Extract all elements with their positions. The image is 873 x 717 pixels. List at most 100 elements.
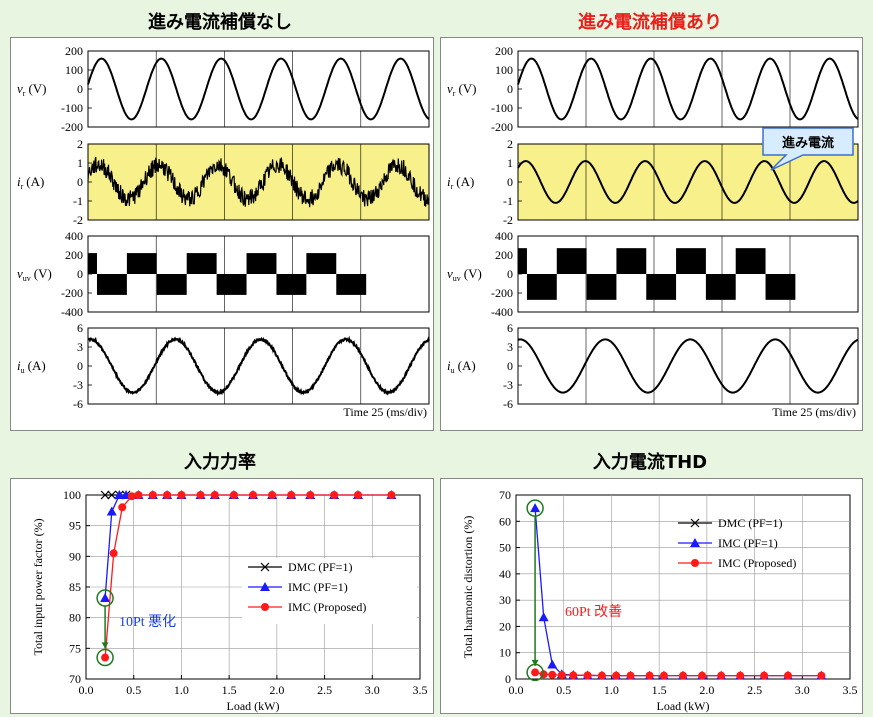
pwm-block (126, 253, 157, 274)
triangle-marker (106, 506, 117, 516)
thd-chart: 0.0 0.5 1.0 1.5 2.0 2.5 3.0 3.5 0 10 20 30 40 50 60 70 L… (461, 488, 858, 713)
x-tick-label: 0.0 (509, 683, 524, 697)
pwm-waveform (88, 253, 367, 295)
waveform-row-iu: 6 3 0 -3 -6 iu (A) (447, 321, 859, 411)
x-marker (107, 490, 117, 500)
x-tick-label: 1.5 (652, 683, 667, 697)
annotation: 60Pt 改善 (526, 499, 622, 682)
waveform-panel-left: 200 100 0 -100 -200 vr (V) 2 1 0 -1 -2 ir (A) 400 200 0 -… (10, 37, 434, 431)
tick-label: 200 (65, 248, 83, 262)
tick-label: 1 (507, 156, 513, 170)
tick-label: 0 (77, 175, 83, 189)
circle-marker (101, 653, 110, 662)
highlight-circle (96, 648, 114, 667)
triangle-marker (530, 503, 541, 513)
triangle-marker (547, 659, 558, 669)
waveform-row-vuv: 400 200 0 -200 -400 vuv (V) (17, 229, 430, 319)
waveform-panel-right: 200 100 0 -100 -200 vr (V) 2 1 0 -1 -2 ir (A) 400 200 0 -… (440, 37, 863, 431)
circle-marker (210, 491, 219, 499)
tick-label: 0 (507, 175, 513, 189)
circle-marker (645, 671, 654, 680)
tick-label: -400 (61, 305, 83, 319)
pwm-block (216, 274, 247, 295)
tick-label: -1 (73, 194, 83, 208)
pwm-block (616, 248, 647, 274)
y-tick-label: 0 (505, 672, 511, 686)
axis-label: vuv (V) (17, 266, 52, 283)
series-2 (101, 491, 396, 662)
circle-marker (118, 503, 127, 512)
legend-box (242, 558, 417, 624)
circle-marker (387, 491, 396, 499)
x-marker (260, 562, 270, 572)
legend-label: IMC (PF=1) (718, 536, 778, 550)
tick-label: 200 (495, 44, 513, 58)
circle-marker (698, 671, 707, 680)
x-tick-label: 0.5 (126, 683, 141, 697)
arrow-head (531, 659, 539, 666)
circle-marker (109, 549, 118, 558)
time-scale-label: Time 25 (ms/div) (343, 405, 427, 419)
waveform-plot-left: 200 100 0 -100 -200 vr (V) 2 1 0 -1 -2 ir (A) 400 200 0 -… (17, 44, 430, 419)
y-tick-label: 40 (499, 567, 511, 581)
pwm-block (306, 253, 337, 274)
y-tick-label: 80 (69, 611, 81, 625)
triangle-marker (114, 490, 125, 499)
tick-label: -100 (61, 101, 83, 115)
tick-label: -2 (503, 213, 513, 227)
circle-marker (353, 491, 362, 499)
circle-marker (659, 671, 668, 680)
pf-chart-panel: 0.0 0.5 1.0 1.5 2.0 2.5 3.0 3.5 70 75 80 85 90 95 100 L… (10, 478, 434, 714)
x-tick-label: 2.0 (699, 683, 714, 697)
circle-marker (287, 491, 296, 499)
x-tick-label: 0.5 (556, 683, 571, 697)
pwm-waveform (518, 248, 796, 300)
tick-label: 3 (507, 340, 513, 354)
tick-label: 1 (77, 156, 83, 170)
tick-label: 200 (65, 44, 83, 58)
circle-marker (597, 671, 606, 680)
pwm-block (646, 274, 677, 300)
tick-label: -6 (503, 397, 513, 411)
plot-frame (517, 50, 859, 128)
tick-label: 100 (65, 63, 83, 77)
x-marker (690, 518, 700, 528)
waveform-trace (87, 57, 430, 121)
legend-label: DMC (PF=1) (288, 560, 352, 574)
waveform-trace (517, 338, 859, 394)
legend-label: DMC (PF=1) (718, 516, 782, 530)
circle-marker (261, 603, 269, 611)
waveform-trace (517, 160, 859, 204)
y-axis-label: Total input power factor (%) (31, 518, 45, 655)
circle-marker (330, 491, 339, 499)
axis-label: ir (A) (447, 174, 474, 191)
pwm-block (518, 248, 527, 274)
tick-label: -3 (73, 378, 83, 392)
time-scale-label: Time 25 (ms/div) (772, 405, 856, 419)
highlight-band (518, 144, 858, 220)
tick-label: 3 (77, 340, 83, 354)
tick-label: 6 (507, 321, 513, 335)
circle-marker (134, 491, 143, 499)
pwm-block (586, 274, 617, 300)
y-tick-label: 70 (69, 672, 81, 686)
circle-marker (196, 491, 205, 499)
circle-marker (229, 491, 238, 499)
pwm-block (556, 248, 587, 274)
y-tick-label: 85 (69, 580, 81, 594)
axis-label: iu (A) (17, 358, 46, 375)
tick-label: 0 (77, 82, 83, 96)
y-tick-label: 90 (69, 549, 81, 563)
legend: DMC (PF=1) IMC (PF=1) IMC (Proposed) (678, 516, 796, 570)
circle-marker (148, 491, 157, 499)
tick-label: 0 (77, 359, 83, 373)
tick-label: -2 (73, 213, 83, 227)
x-tick-label: 2.0 (269, 683, 284, 697)
title-top-right: 進み電流補償あり (578, 12, 722, 33)
waveform-row-vuv: 400 200 0 -200 -400 vuv (V) (447, 229, 859, 319)
circle-marker (817, 671, 826, 680)
pwm-block (526, 274, 557, 300)
x-tick-label: 2.5 (317, 683, 332, 697)
waveform-row-vr: 200 100 0 -100 -200 vr (V) (447, 44, 859, 134)
pwm-block (276, 274, 307, 295)
